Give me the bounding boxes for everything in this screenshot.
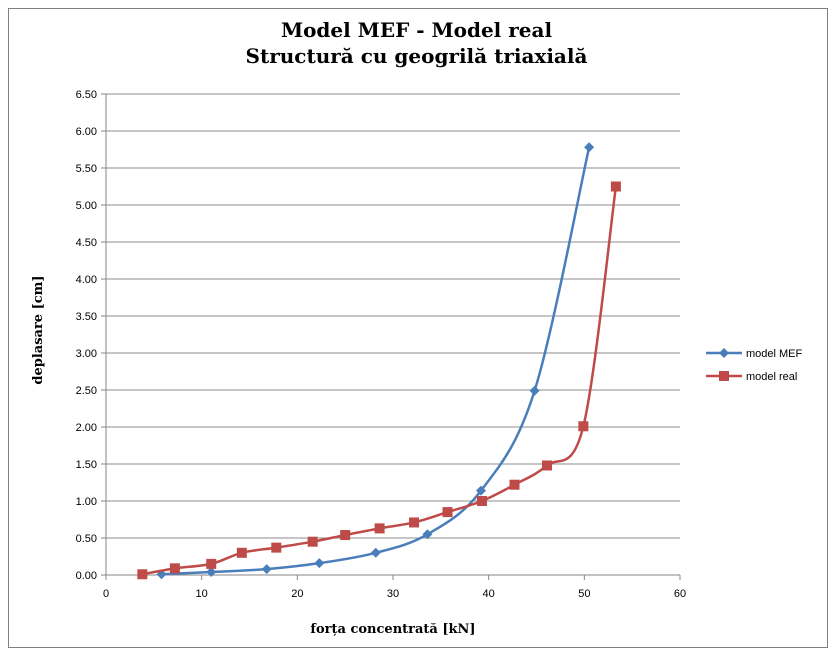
- data-point: [271, 542, 282, 553]
- chart-title: Model MEF - Model real: [280, 18, 553, 42]
- data-point: [476, 485, 487, 496]
- y-tick-label: 3.00: [76, 348, 97, 360]
- y-tick-label: 5.50: [76, 163, 97, 175]
- series-group: [137, 142, 621, 580]
- x-tick-labels: 0 10 20 30 40 50 60: [103, 588, 686, 600]
- series-model-real: [137, 181, 621, 580]
- x-tick-label: 0: [103, 588, 109, 600]
- y-axis-label: deplasare [cm]: [31, 275, 46, 384]
- x-tick-label: 20: [291, 588, 303, 600]
- legend-item: model real: [706, 371, 797, 383]
- data-point: [442, 507, 453, 518]
- data-point: [206, 567, 217, 578]
- y-tick-label: 6.50: [76, 89, 97, 101]
- y-tick-label: 6.00: [76, 126, 97, 138]
- data-point: [409, 517, 420, 528]
- data-point: [578, 421, 589, 432]
- data-point: [307, 536, 318, 547]
- data-point: [422, 529, 433, 540]
- legend-label: model real: [746, 371, 797, 383]
- y-tick-label: 5.00: [76, 200, 97, 212]
- data-point: [370, 547, 381, 558]
- legend-marker: [719, 371, 729, 381]
- data-point: [529, 385, 540, 396]
- x-tick-label: 10: [196, 588, 208, 600]
- data-point: [137, 569, 148, 580]
- y-tick-label: 1.50: [76, 459, 97, 471]
- data-point: [206, 558, 217, 569]
- chart-frame: [8, 8, 828, 648]
- x-tick-label: 60: [674, 588, 686, 600]
- x-tick-label: 30: [387, 588, 399, 600]
- grid-lines: [106, 93, 680, 539]
- x-tick-label: 50: [578, 588, 590, 600]
- y-tick-label: 0.50: [76, 533, 97, 545]
- data-point: [610, 181, 621, 192]
- data-point: [476, 496, 487, 506]
- data-point: [374, 523, 385, 534]
- chart-subtitle: Structură cu geogrilă triaxială: [245, 44, 588, 68]
- axes: [101, 93, 681, 580]
- y-tick-label: 4.50: [76, 237, 97, 249]
- y-tick-labels: 0.00 0.50 1.00 1.50 2.00 2.50 3.00 3.50 4.00 4.50…: [76, 89, 97, 582]
- data-point: [261, 564, 272, 575]
- legend-label: model MEF: [746, 348, 803, 360]
- series-line: [161, 147, 591, 576]
- data-point: [584, 142, 595, 153]
- y-tick-label: 2.50: [76, 385, 97, 397]
- legend-item: model MEF: [706, 348, 803, 360]
- data-point: [340, 530, 351, 541]
- data-point: [169, 563, 180, 574]
- x-tick-label: 40: [483, 588, 495, 600]
- data-point: [542, 460, 553, 471]
- y-tick-label: 1.00: [76, 496, 97, 508]
- y-tick-label: 4.00: [76, 274, 97, 286]
- data-point: [236, 547, 247, 558]
- x-axis-label: forța concentrată [kN]: [310, 622, 475, 637]
- series-model-mef: [156, 142, 595, 580]
- data-point: [314, 558, 325, 569]
- legend: model MEF model real: [706, 348, 803, 383]
- y-tick-label: 0.00: [76, 570, 97, 582]
- series-line: [142, 186, 618, 576]
- data-point: [509, 479, 520, 490]
- y-tick-label: 3.50: [76, 311, 97, 323]
- y-tick-label: 2.00: [76, 422, 97, 434]
- legend-marker: [719, 348, 729, 358]
